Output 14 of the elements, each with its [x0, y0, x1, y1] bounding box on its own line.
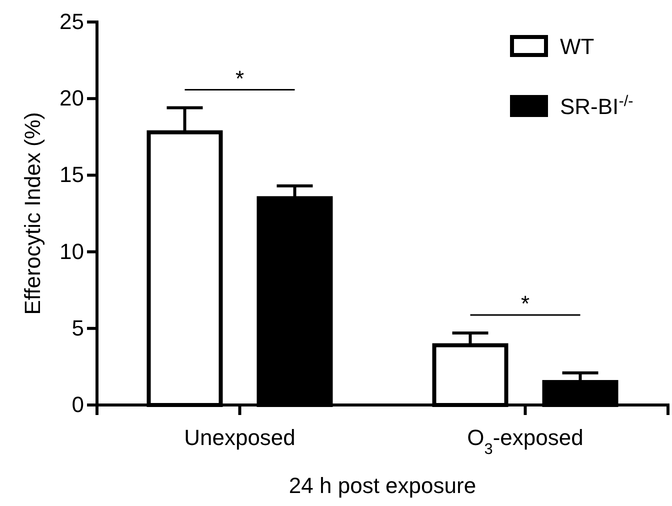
- annotation: *: [520, 290, 530, 316]
- y-tick-label: 15: [60, 162, 84, 188]
- x-axis-title: 24 h post exposure: [288, 473, 476, 498]
- legend-label: SR-BI$^{-/-}$: [560, 92, 634, 119]
- x-tick-label: O$_{3}$-exposed: [467, 425, 584, 458]
- y-axis-title: Efferocytic Index (%): [20, 112, 45, 315]
- y-tick-label: 20: [60, 86, 84, 111]
- y-tick-label: 10: [60, 238, 84, 264]
- y-tick-label: 5: [72, 315, 84, 340]
- legend-label: WT: [560, 34, 594, 59]
- y-tick-label: 25: [60, 9, 84, 34]
- x-tick-label: Unexposed: [184, 425, 296, 450]
- y-tick-label: 0: [72, 392, 84, 418]
- annotation: *: [235, 66, 244, 91]
